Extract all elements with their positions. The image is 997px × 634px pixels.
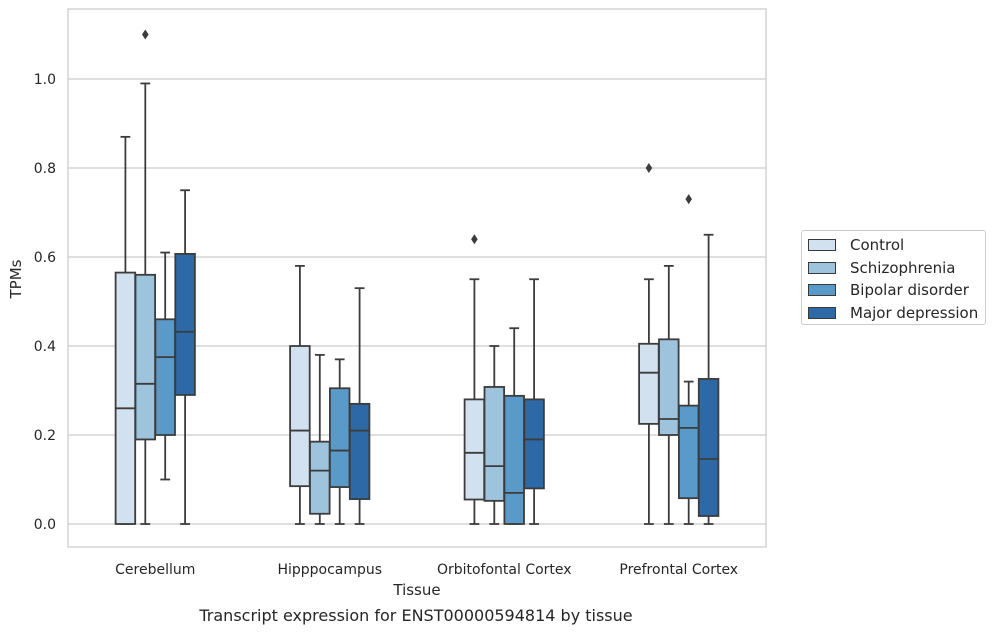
iqr-box [658,338,680,436]
iqr-box [309,440,331,515]
outlier-point [142,29,149,40]
legend: Control Schizophrenia Bipolar disorder Majo… [801,230,986,325]
outlier-point [685,194,692,205]
iqr-box [174,252,196,396]
legend-item: Major depression [808,303,978,323]
x-tick-label: Cerebellum [115,562,195,578]
iqr-box [134,273,157,441]
iqr-box [463,398,486,501]
iqr-box [289,345,311,488]
box-schizophrenia [309,353,331,525]
x-tick-label: Hipppocampus [277,562,382,578]
iqr-box [114,271,137,525]
box-major-depression [523,278,545,525]
iqr-box [348,402,371,500]
iqr-box [697,378,720,517]
box-schizophrenia [134,29,157,525]
iqr-box [678,404,700,500]
iqr-box [503,394,525,525]
box-schizophrenia [483,345,506,525]
iqr-box [328,387,351,488]
legend-label: Schizophrenia [850,258,956,277]
legend-item: Control [808,235,904,255]
box-control [463,234,486,525]
iqr-box [523,398,545,490]
box-schizophrenia [658,264,680,525]
figure-caption: Transcript expression for ENST0000059481… [199,606,633,625]
outlier-point [645,163,653,173]
y-tick-label: 0.4 [34,339,56,355]
box-major-depression [174,189,196,525]
iqr-box [154,318,176,436]
plot-area [67,8,767,548]
x-tick-label: Orbitofontal Cortex [437,562,572,578]
box-control [289,264,311,525]
legend-label: Major depression [850,303,979,322]
legend-swatch [808,261,836,274]
y-tick-label: 0.2 [34,428,56,444]
legend-item: Bipolar disorder [808,280,969,300]
y-tick-label: 0.0 [34,517,56,533]
box-control [638,163,660,525]
y-tick-label: 0.6 [34,250,56,266]
x-tick-labels: Cerebellum Hipppocampus Orbitofontal Corte… [115,562,738,578]
x-axis-label: Tissue [392,581,440,599]
box-bipolar-disorder [678,194,700,525]
box-major-depression [348,287,371,525]
y-tick-labels: 0.0 0.2 0.4 0.6 0.8 1.0 [34,72,56,533]
legend-swatch [808,239,836,251]
legend-label: Bipolar disorder [850,281,969,299]
outlier-point [471,234,478,245]
x-tick-label: Prefrontal Cortex [619,562,738,578]
legend-swatch [808,306,836,319]
boxes [114,29,720,525]
iqr-box [638,342,660,425]
y-tick-label: 1.0 [34,72,56,88]
legend-swatch [808,284,836,296]
legend-label: Control [850,236,905,254]
box-major-depression [697,233,720,525]
legend-item: Schizophrenia [808,258,955,278]
y-axis-label: TPMs [7,259,25,299]
iqr-box [483,386,506,502]
box-bipolar-disorder [154,251,176,481]
y-tick-label: 0.8 [34,161,56,177]
